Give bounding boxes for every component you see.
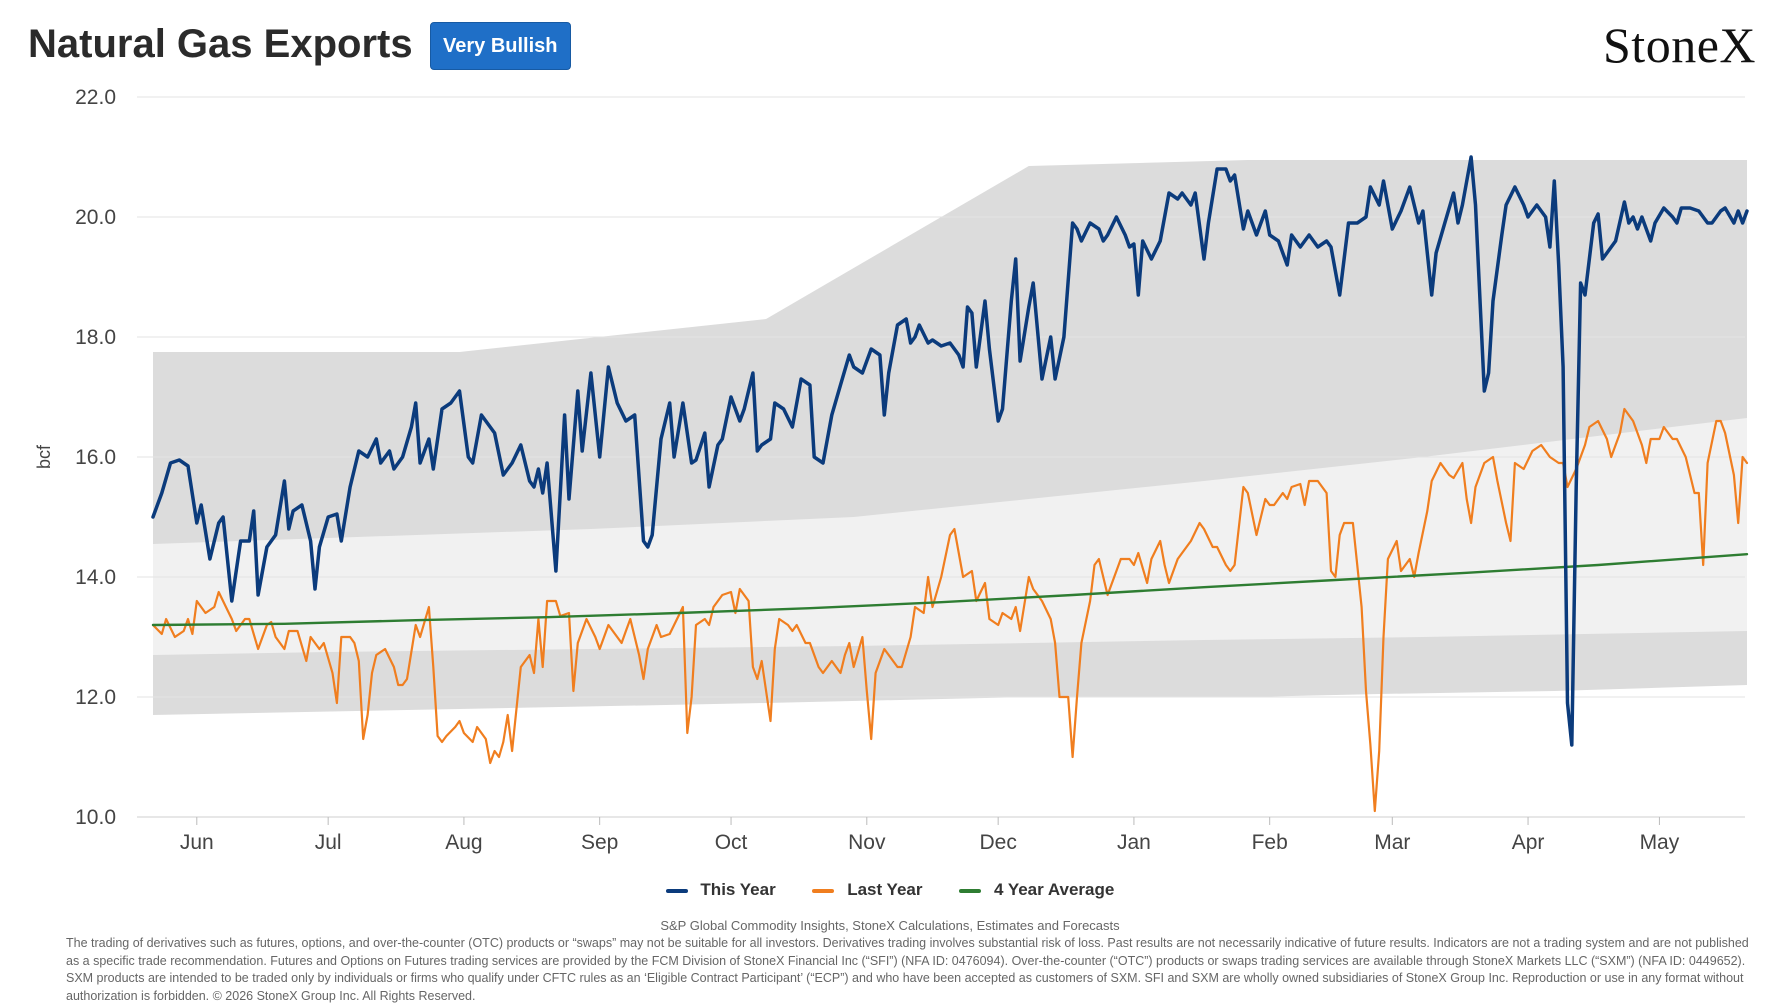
series-line-4-year-average xyxy=(151,553,1749,627)
gridlines xyxy=(137,96,1745,818)
x-tick-label: Dec xyxy=(979,831,1016,854)
line-chart: 10.0 12.0 14.0 16.0 18.0 20.0 22.0 Jun Jul Aug Se… xyxy=(34,86,1749,854)
y-tick-label: 20.0 xyxy=(75,206,116,229)
x-tick-label: Jul xyxy=(315,831,342,854)
legend-label: 4 Year Average xyxy=(993,880,1115,899)
legend-label: Last Year xyxy=(847,880,923,899)
disclaimer-text: The trading of derivatives such as futur… xyxy=(66,936,1749,1003)
y-tick-label: 14.0 xyxy=(75,566,116,589)
x-tick-label: Oct xyxy=(715,831,748,854)
x-tick-label: Feb xyxy=(1252,831,1288,854)
x-tick-label: Aug xyxy=(445,831,482,854)
series-line-last-year xyxy=(151,407,1749,813)
x-axis: Jun Jul Aug Sep Oct Nov Dec Jan Feb Mar Apr May xyxy=(180,817,1680,854)
x-tick-label: Sep xyxy=(581,831,618,854)
x-tick-label: Jun xyxy=(180,831,214,854)
series-lines xyxy=(151,155,1749,813)
y-tick-label: 12.0 xyxy=(75,686,116,709)
x-tick-label: Nov xyxy=(848,831,886,854)
y-axis: 10.0 12.0 14.0 16.0 18.0 20.0 22.0 xyxy=(75,86,116,829)
x-tick-label: Jan xyxy=(1117,831,1151,854)
legend-item-last-year[interactable]: Last Year xyxy=(812,880,922,900)
series-line-this-year xyxy=(151,155,1749,747)
chart-legend: This Year Last Year 4 Year Average xyxy=(0,880,1780,900)
y-tick-label: 18.0 xyxy=(75,326,116,349)
sentiment-badge: Very Bullish xyxy=(430,22,571,70)
y-axis-label: bcf xyxy=(34,444,54,469)
source-note: S&P Global Commodity Insights, StoneX Ca… xyxy=(660,918,1120,933)
legend-item-4-year-average[interactable]: 4 Year Average xyxy=(959,880,1114,900)
stonex-logo: StoneX xyxy=(1603,17,1756,73)
y-tick-label: 16.0 xyxy=(75,446,116,469)
legend-swatch xyxy=(665,888,688,893)
y-tick-label: 22.0 xyxy=(75,86,116,109)
legend-swatch xyxy=(959,888,982,893)
legend-swatch xyxy=(812,888,835,893)
range-bands xyxy=(153,160,1747,715)
y-tick-label: 10.0 xyxy=(75,806,116,829)
x-tick-label: Mar xyxy=(1374,831,1410,854)
x-tick-label: Apr xyxy=(1512,831,1545,854)
chart-title: Natural Gas Exports xyxy=(28,22,413,66)
x-tick-label: May xyxy=(1640,831,1680,854)
legend-label: This Year xyxy=(700,880,776,899)
legend-item-this-year[interactable]: This Year xyxy=(665,880,776,900)
